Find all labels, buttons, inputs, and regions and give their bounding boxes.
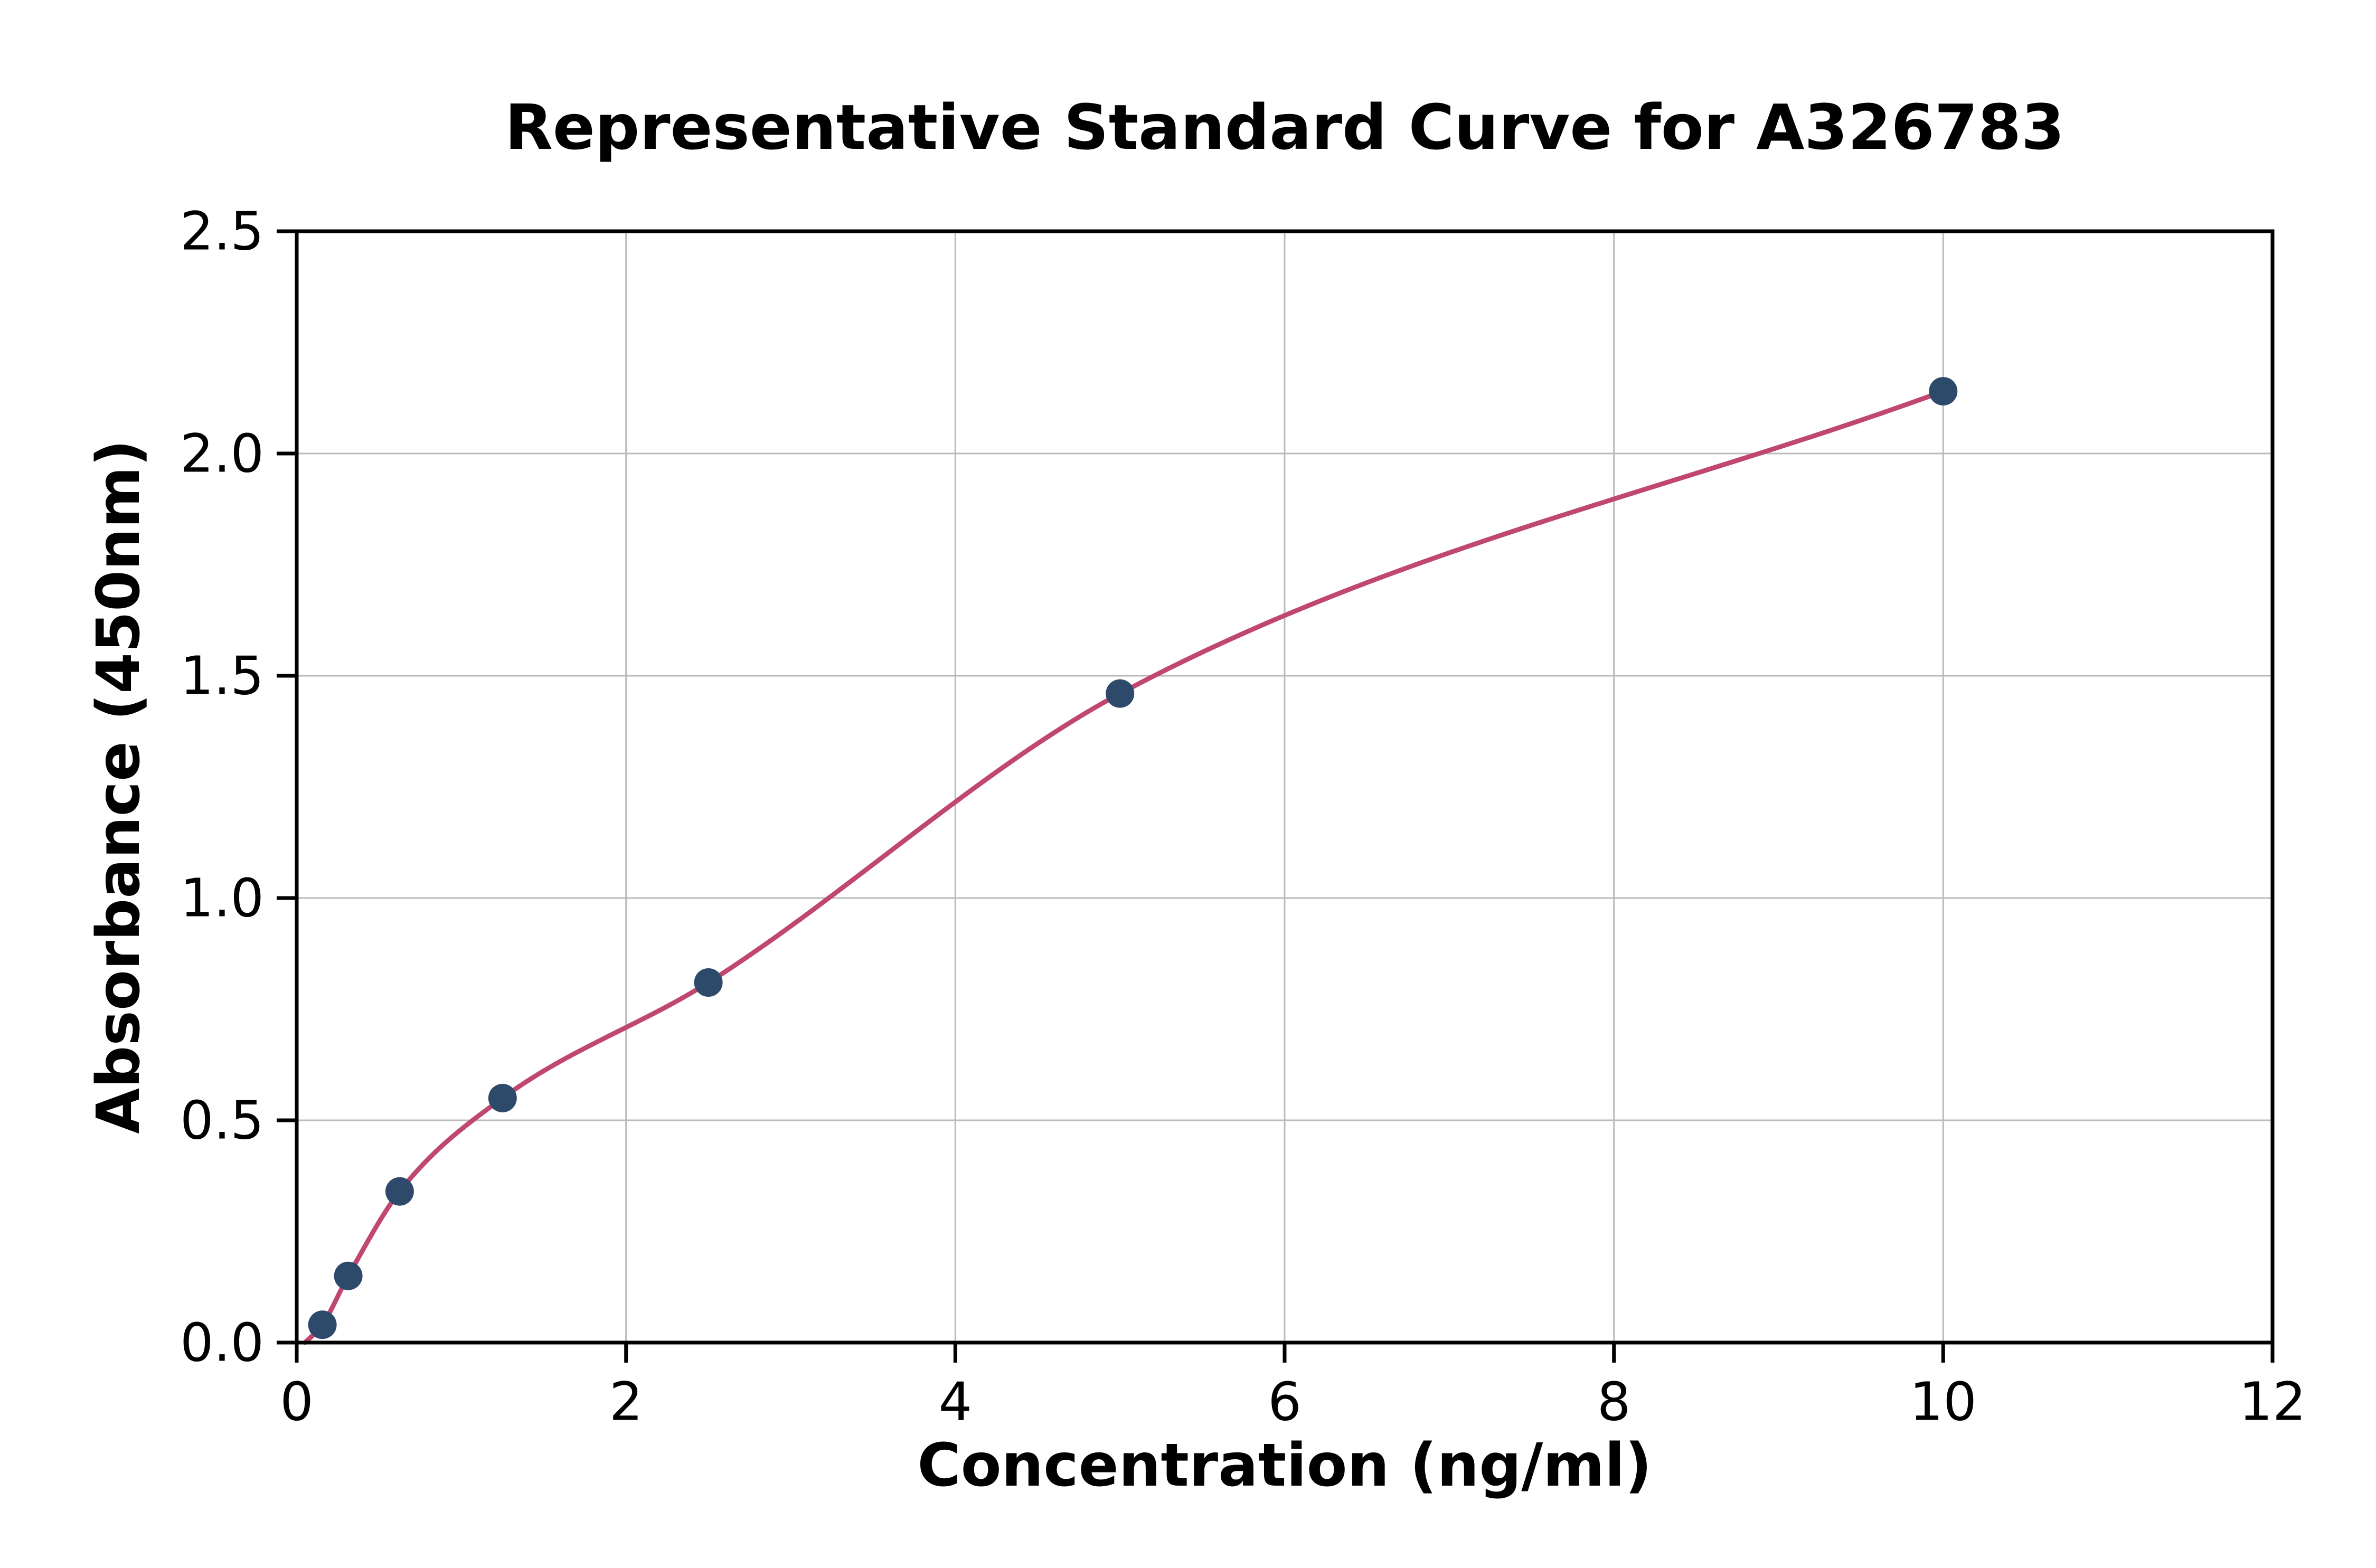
- data-point: [385, 1177, 414, 1206]
- x-tick-label: 10: [1910, 1371, 1977, 1432]
- x-tick-label: 6: [1268, 1371, 1302, 1432]
- y-tick-label: 0.0: [180, 1312, 264, 1374]
- x-tick-label: 0: [280, 1371, 314, 1432]
- data-point: [694, 968, 723, 997]
- y-tick-label: 1.5: [180, 645, 264, 707]
- y-tick-label: 2.5: [180, 201, 264, 262]
- y-axis-label: Absorbance (450nm): [84, 439, 153, 1134]
- data-point: [1929, 377, 1958, 406]
- data-point: [334, 1261, 363, 1290]
- data-point: [1106, 679, 1135, 708]
- fitted-curve: [303, 389, 1946, 1345]
- chart-title: Representative Standard Curve for A32678…: [504, 91, 2065, 164]
- y-tick-label: 0.5: [180, 1090, 264, 1151]
- x-tick-label: 4: [938, 1371, 972, 1432]
- x-tick-label: 2: [609, 1371, 643, 1432]
- x-tick-label: 12: [2239, 1371, 2306, 1432]
- y-tick-label: 1.0: [180, 867, 264, 929]
- data-point: [308, 1310, 337, 1339]
- x-axis-label: Concentration (ng/ml): [917, 1431, 1652, 1500]
- x-tick-label: 8: [1597, 1371, 1631, 1432]
- y-tick-label: 2.0: [180, 423, 264, 485]
- plot-border: [295, 229, 2275, 1345]
- data-point: [488, 1083, 517, 1112]
